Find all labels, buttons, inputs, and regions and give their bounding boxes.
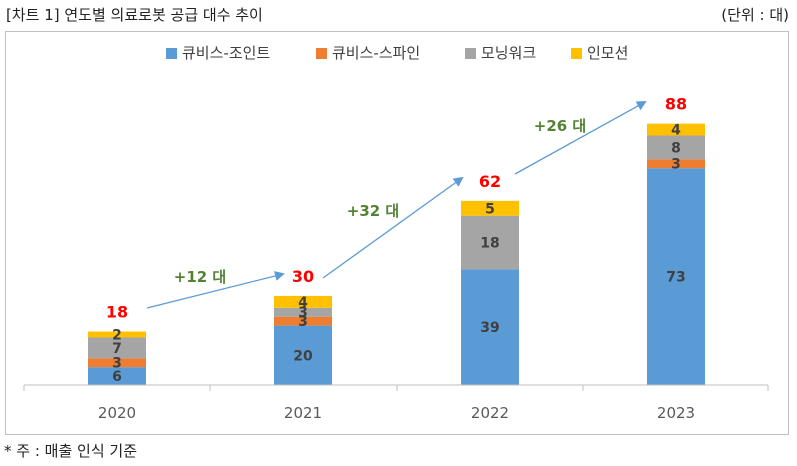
x-axis: 2020 2021 2022 2023 <box>23 384 769 422</box>
bar-label-2022-series-3: 5 <box>485 201 495 217</box>
legend-label-3: 인모션 <box>587 44 628 62</box>
x-tick-label-2020: 2020 <box>98 404 136 422</box>
growth-arrow-1 <box>322 176 464 279</box>
bar-label-2020-series-2: 7 <box>112 341 122 357</box>
bar-label-2021-series-2: 3 <box>298 305 308 321</box>
bar-2022-series-2 <box>461 215 519 270</box>
bar-2021-series-1 <box>274 316 332 326</box>
chart-title: [차트 1] 연도별 의료로봇 공급 대수 추이 <box>6 6 263 24</box>
bar-label-2023-series-0: 73 <box>666 270 685 286</box>
growth-label-2: +26 대 <box>534 117 586 135</box>
bar-2023-series-1 <box>647 159 705 169</box>
bar-label-2020-series-3: 2 <box>112 328 122 344</box>
legend-swatch-1 <box>316 48 327 59</box>
footnote: * 주 : 매출 인식 기준 <box>4 442 137 460</box>
total-label-2021: 30 <box>292 267 314 286</box>
growth-label-0: +12 대 <box>174 268 226 286</box>
x-tick-label-2022: 2022 <box>471 404 509 422</box>
bar-2020-series-2 <box>88 337 146 359</box>
bar-label-2023-series-1: 3 <box>671 157 681 173</box>
bar-2022-series-0 <box>461 269 519 385</box>
legend-label-1: 큐비스-스파인 <box>332 44 420 62</box>
growth-arrow-0 <box>146 271 285 309</box>
chart-frame <box>5 31 789 435</box>
x-tick-label-2021: 2021 <box>284 404 322 422</box>
legend-swatch-2 <box>465 48 476 59</box>
total-label-2020: 18 <box>106 303 128 322</box>
legend-swatch-3 <box>571 48 582 59</box>
growth-arrows: +12 대 +32 대 +26 대 <box>146 101 647 309</box>
bar-2023-series-3 <box>647 123 705 136</box>
total-label-2023: 88 <box>665 95 687 114</box>
bar-2021-series-3 <box>274 295 332 308</box>
bar-2020-series-3 <box>88 331 146 338</box>
bar-2021-series-0 <box>274 325 332 385</box>
bars <box>88 123 705 385</box>
bar-label-2021-series-0: 20 <box>293 348 313 364</box>
bar-2020-series-0 <box>88 367 146 385</box>
bar-label-2023-series-3: 4 <box>671 123 681 139</box>
legend-swatch-0 <box>166 48 177 59</box>
bar-label-2021-series-3: 4 <box>298 295 308 311</box>
bar-2020-series-1 <box>88 358 146 368</box>
bar-2023-series-0 <box>647 168 705 385</box>
bar-label-2020-series-0: 6 <box>112 369 122 385</box>
total-label-2022: 62 <box>479 172 501 191</box>
bar-2022-series-3 <box>461 200 519 216</box>
growth-arrow-2 <box>514 101 647 175</box>
bar-label-2020-series-1: 3 <box>112 356 122 372</box>
bar-2023-series-2 <box>647 135 705 160</box>
unit-label: (단위 : 대) <box>721 6 789 24</box>
growth-label-1: +32 대 <box>347 202 399 220</box>
bar-label-2022-series-0: 39 <box>480 320 499 336</box>
bar-2021-series-2 <box>274 307 332 317</box>
legend-label-2: 모닝워크 <box>481 44 536 62</box>
bar-label-2023-series-2: 8 <box>671 140 681 156</box>
legend: 큐비스-조인트 큐비스-스파인 모닝워크 인모션 <box>166 44 628 62</box>
bar-label-2021-series-1: 3 <box>298 314 308 330</box>
bar-label-2022-series-2: 18 <box>480 235 499 251</box>
x-tick-label-2023: 2023 <box>657 404 695 422</box>
legend-label-0: 큐비스-조인트 <box>182 44 270 62</box>
